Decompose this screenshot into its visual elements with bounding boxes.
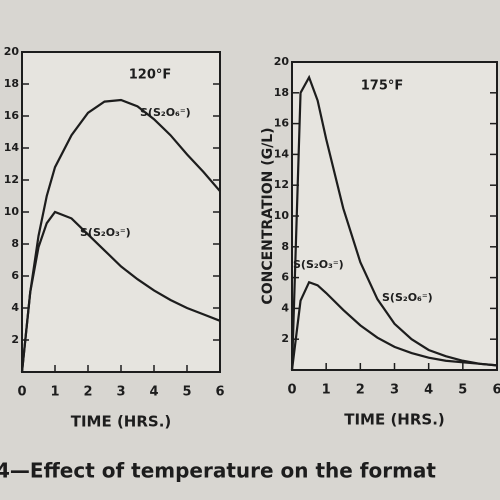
y-tick-label: 6 <box>11 269 19 282</box>
caption: 4—Effect of temperature on the format <box>0 459 436 483</box>
y-tick-label: 10 <box>4 205 20 218</box>
y-tick-label: 16 <box>4 109 20 122</box>
x-tick-label: 1 <box>322 383 331 398</box>
curve <box>20 210 221 373</box>
series-label: S(S₂O₃⁼) <box>293 258 344 271</box>
curve <box>20 98 221 373</box>
x-axis-label: TIME (HRS.) <box>71 413 172 431</box>
y-tick-label: 18 <box>4 77 19 90</box>
y-tick-label: 8 <box>281 240 289 253</box>
x-tick-label: 0 <box>17 385 26 400</box>
y-tick-label: 12 <box>274 178 289 191</box>
x-tick-label: 5 <box>182 385 191 400</box>
y-tick-label: 12 <box>4 173 19 186</box>
curve <box>290 280 498 371</box>
x-tick-label: 1 <box>50 385 59 400</box>
y-tick-label: 10 <box>274 209 290 222</box>
x-tick-label: 6 <box>492 383 500 398</box>
y-tick-label: 18 <box>274 86 289 99</box>
x-axis-label: TIME (HRS.) <box>344 411 445 429</box>
y-tick-label: 2 <box>11 333 19 346</box>
y-axis-label: CONCENTRATION (G/L) <box>260 127 276 304</box>
plot-frame <box>291 61 498 371</box>
y-tick-label: 2 <box>281 332 289 345</box>
y-tick-label: 20 <box>274 55 290 68</box>
y-tick-label: 16 <box>274 117 290 130</box>
x-tick-label: 4 <box>424 383 433 398</box>
x-tick-label: 2 <box>83 385 92 400</box>
x-tick-label: 3 <box>116 385 125 400</box>
y-tick-label: 6 <box>281 271 289 284</box>
x-tick-label: 0 <box>287 383 296 398</box>
y-tick-label: 14 <box>274 147 290 160</box>
x-tick-label: 2 <box>356 383 365 398</box>
y-tick-label: 14 <box>4 141 20 154</box>
y-tick-label: 4 <box>11 301 19 314</box>
series-label: S(S₂O₆⁼) <box>382 291 433 304</box>
x-tick-label: 5 <box>458 383 467 398</box>
x-tick-label: 3 <box>390 383 399 398</box>
y-tick-label: 4 <box>281 301 289 314</box>
y-tick-label: 8 <box>11 237 19 250</box>
series-label: S(S₂O₃⁼) <box>80 226 131 239</box>
x-tick-label: 6 <box>215 385 224 400</box>
panel-title: 175°F <box>361 79 404 94</box>
series-label: S(S₂O₆⁼) <box>140 106 191 119</box>
x-tick-label: 4 <box>149 385 158 400</box>
curve <box>290 74 498 371</box>
y-tick-label: 20 <box>4 45 20 58</box>
panel-title: 120°F <box>129 68 172 83</box>
